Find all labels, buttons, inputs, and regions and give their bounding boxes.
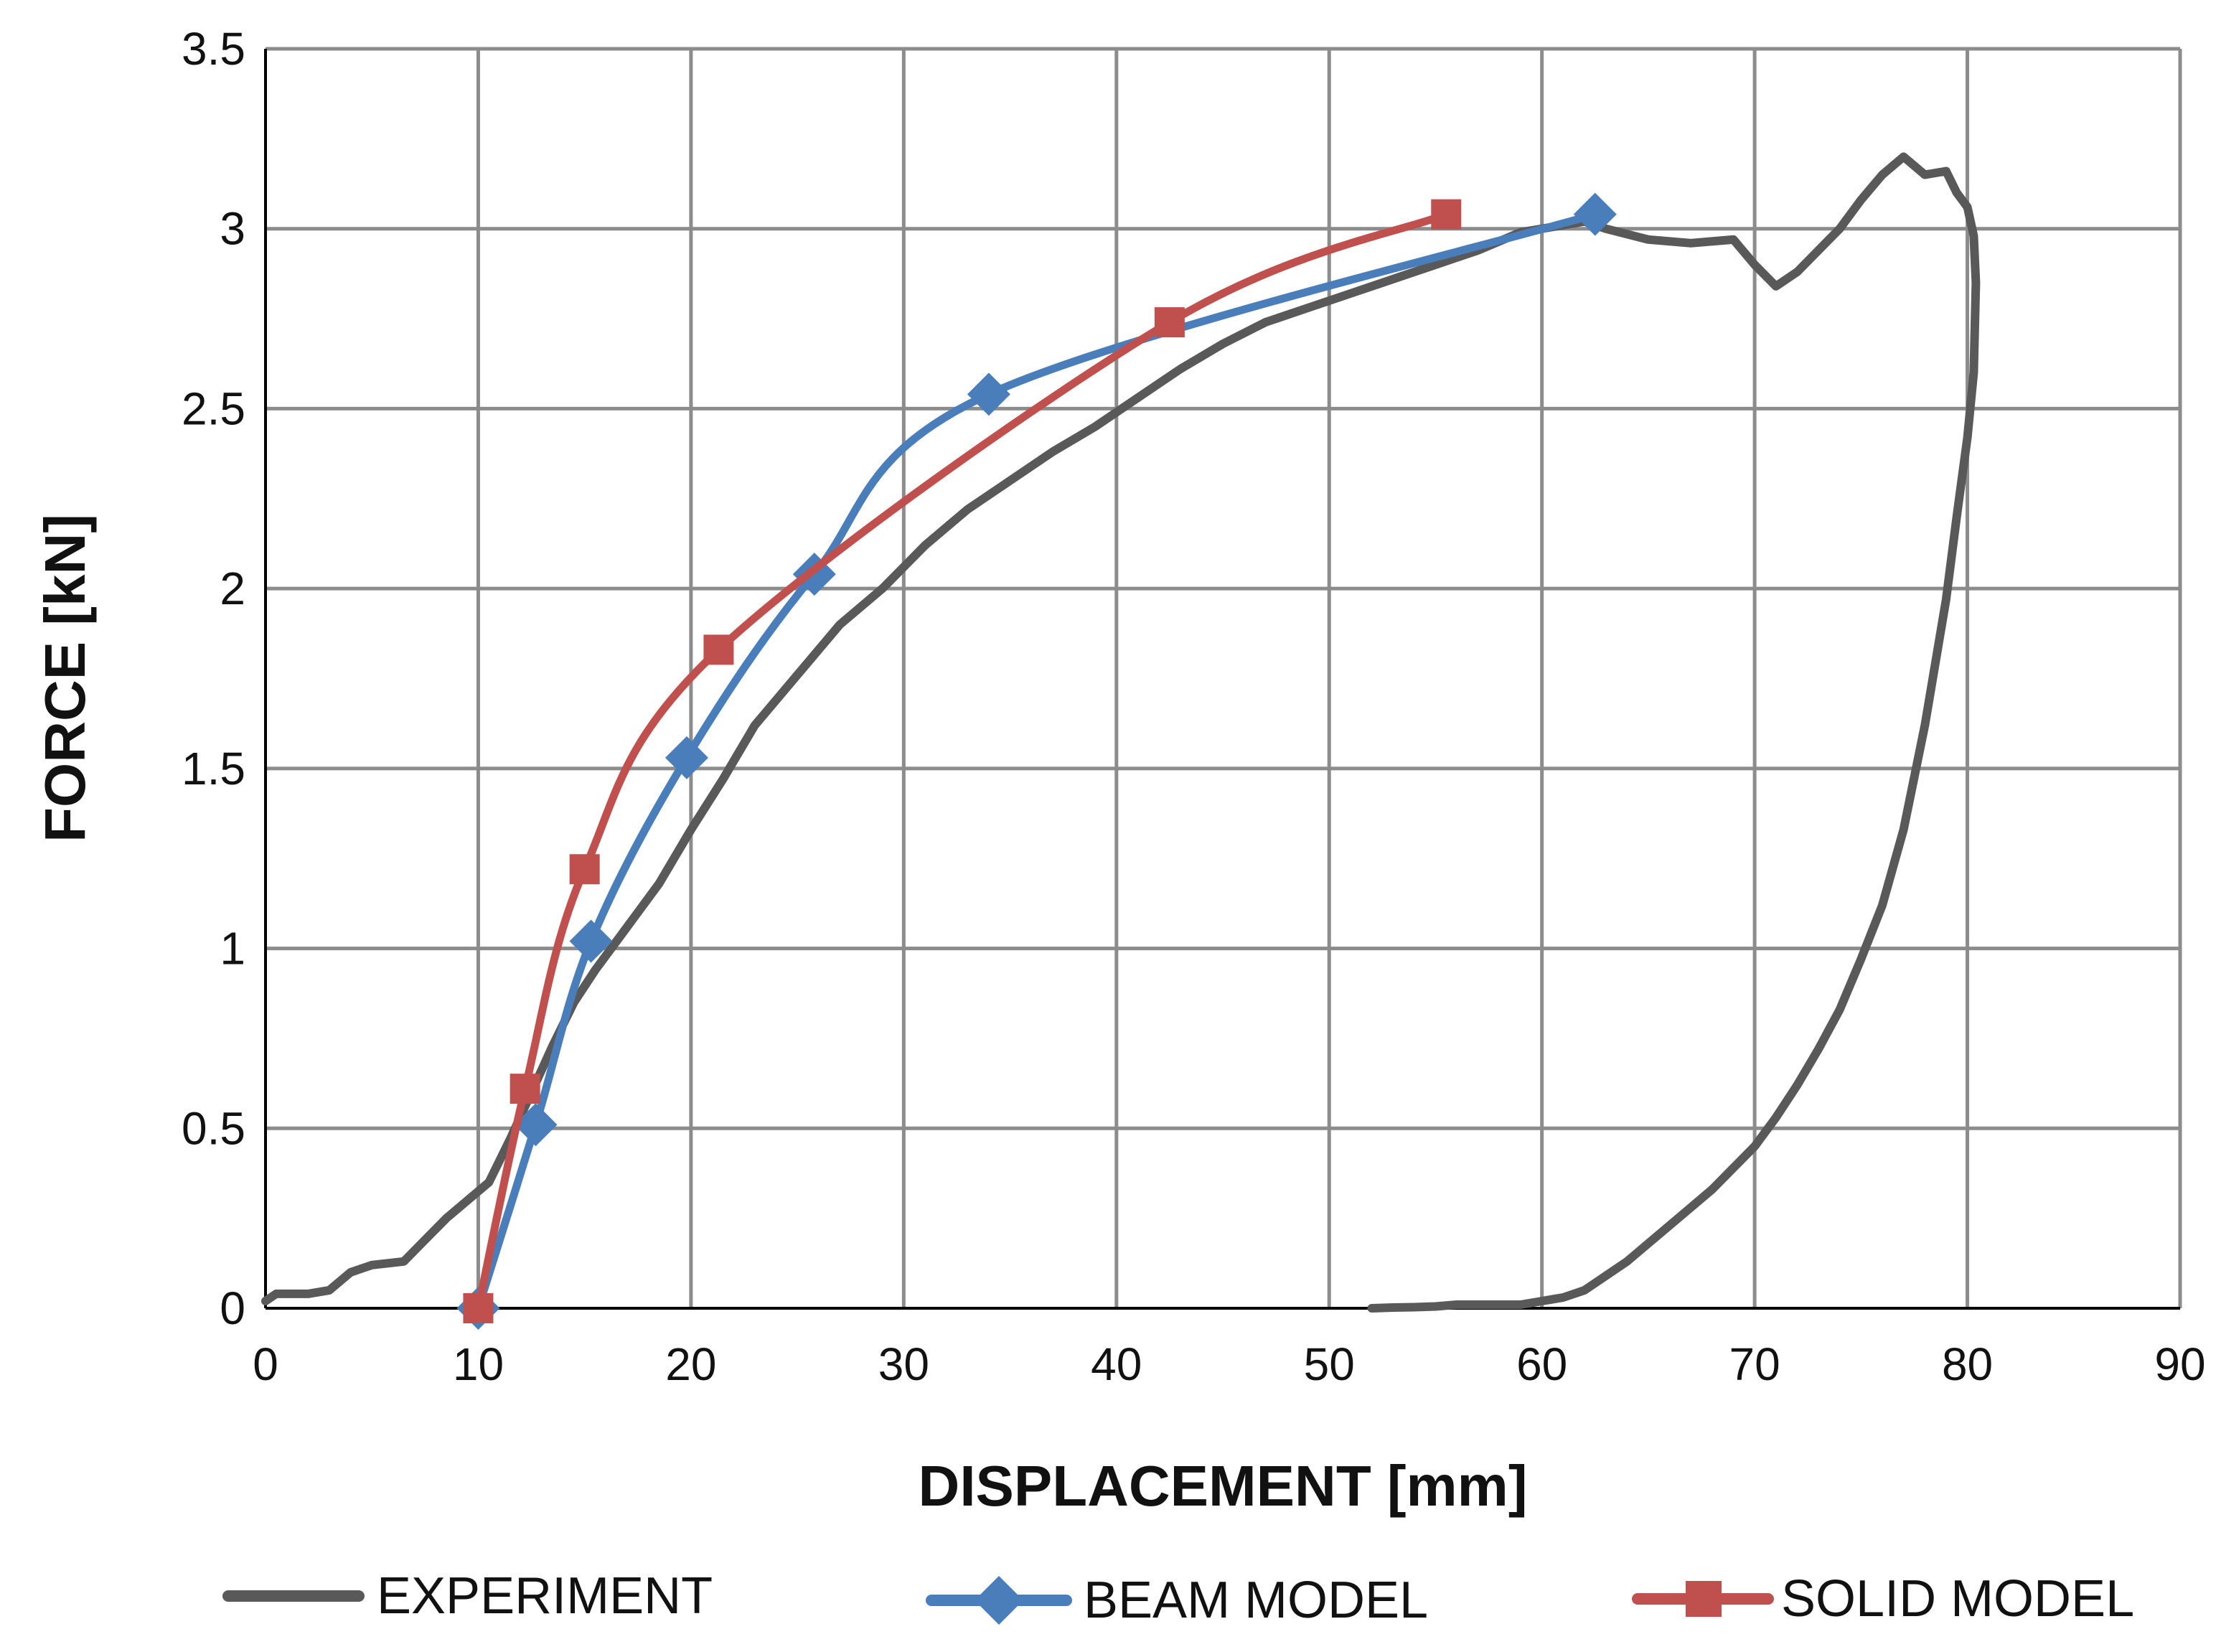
y-tick-labels: 0 0.5 1 1.5 2 2.5 3 3.5	[182, 23, 245, 1334]
legend-entry-beam-model: BEAM MODEL	[926, 1572, 1428, 1629]
data-point-beam-model	[514, 1103, 558, 1147]
x-tick-label: 10	[453, 1338, 504, 1390]
data-point-solid-model	[569, 854, 600, 885]
x-tick-labels: 0 10 20 30 40 50 60 70 80 90	[253, 1338, 2205, 1390]
series-layer	[261, 152, 1981, 1330]
data-point-beam-model	[569, 919, 613, 963]
y-tick-label: 0	[220, 1282, 245, 1334]
x-tick-label: 40	[1091, 1338, 1142, 1390]
y-axis-title: FORCE [kN]	[33, 514, 97, 843]
legend-marker-beam-model	[975, 1576, 1023, 1625]
series-solid-model	[463, 199, 1462, 1323]
x-tick-label: 20	[665, 1338, 716, 1390]
axes	[264, 49, 2180, 1310]
data-point-solid-model	[703, 634, 734, 665]
y-tick-label: 1	[220, 923, 245, 975]
legend-label-solid-model: SOLID MODEL	[1781, 1570, 2134, 1628]
data-point-solid-model	[1431, 199, 1462, 230]
x-axis-title: DISPLACEMENT [mm]	[919, 1454, 1528, 1518]
x-tick-label: 60	[1516, 1338, 1567, 1390]
data-point-solid-model	[1154, 307, 1185, 338]
legend-label-beam-model: BEAM MODEL	[1084, 1572, 1428, 1629]
data-point-solid-model	[510, 1074, 540, 1104]
y-tick-label: 2.5	[182, 383, 245, 434]
x-tick-label: 0	[253, 1338, 278, 1390]
legend-label-experiment: EXPERIMENT	[377, 1567, 713, 1625]
y-tick-label: 3.5	[182, 23, 245, 75]
x-tick-label: 50	[1304, 1338, 1355, 1390]
legend-marker-solid-model	[1686, 1581, 1722, 1617]
x-tick-label: 90	[2154, 1338, 2205, 1390]
plot-background	[266, 49, 2180, 1308]
y-tick-label: 1.5	[182, 743, 245, 794]
y-tick-label: 2	[220, 563, 245, 614]
legend-entry-solid-model: SOLID MODEL	[1632, 1570, 2134, 1628]
y-tick-label: 3	[220, 203, 245, 255]
y-tick-label: 0.5	[182, 1102, 245, 1154]
legend: EXPERIMENT BEAM MODEL SOLID MODEL	[222, 1567, 2134, 1629]
x-tick-label: 80	[1942, 1338, 1993, 1390]
data-point-beam-model	[665, 736, 708, 779]
legend-entry-experiment: EXPERIMENT	[222, 1567, 713, 1625]
data-point-solid-model	[463, 1293, 494, 1323]
x-tick-label: 30	[878, 1338, 929, 1390]
series-experiment	[261, 152, 1981, 1313]
series-line-experiment	[261, 152, 1981, 1313]
data-point-beam-model	[1573, 192, 1617, 236]
plot-area	[266, 49, 2180, 1308]
data-point-beam-model	[967, 372, 1010, 416]
x-tick-label: 70	[1729, 1338, 1780, 1390]
